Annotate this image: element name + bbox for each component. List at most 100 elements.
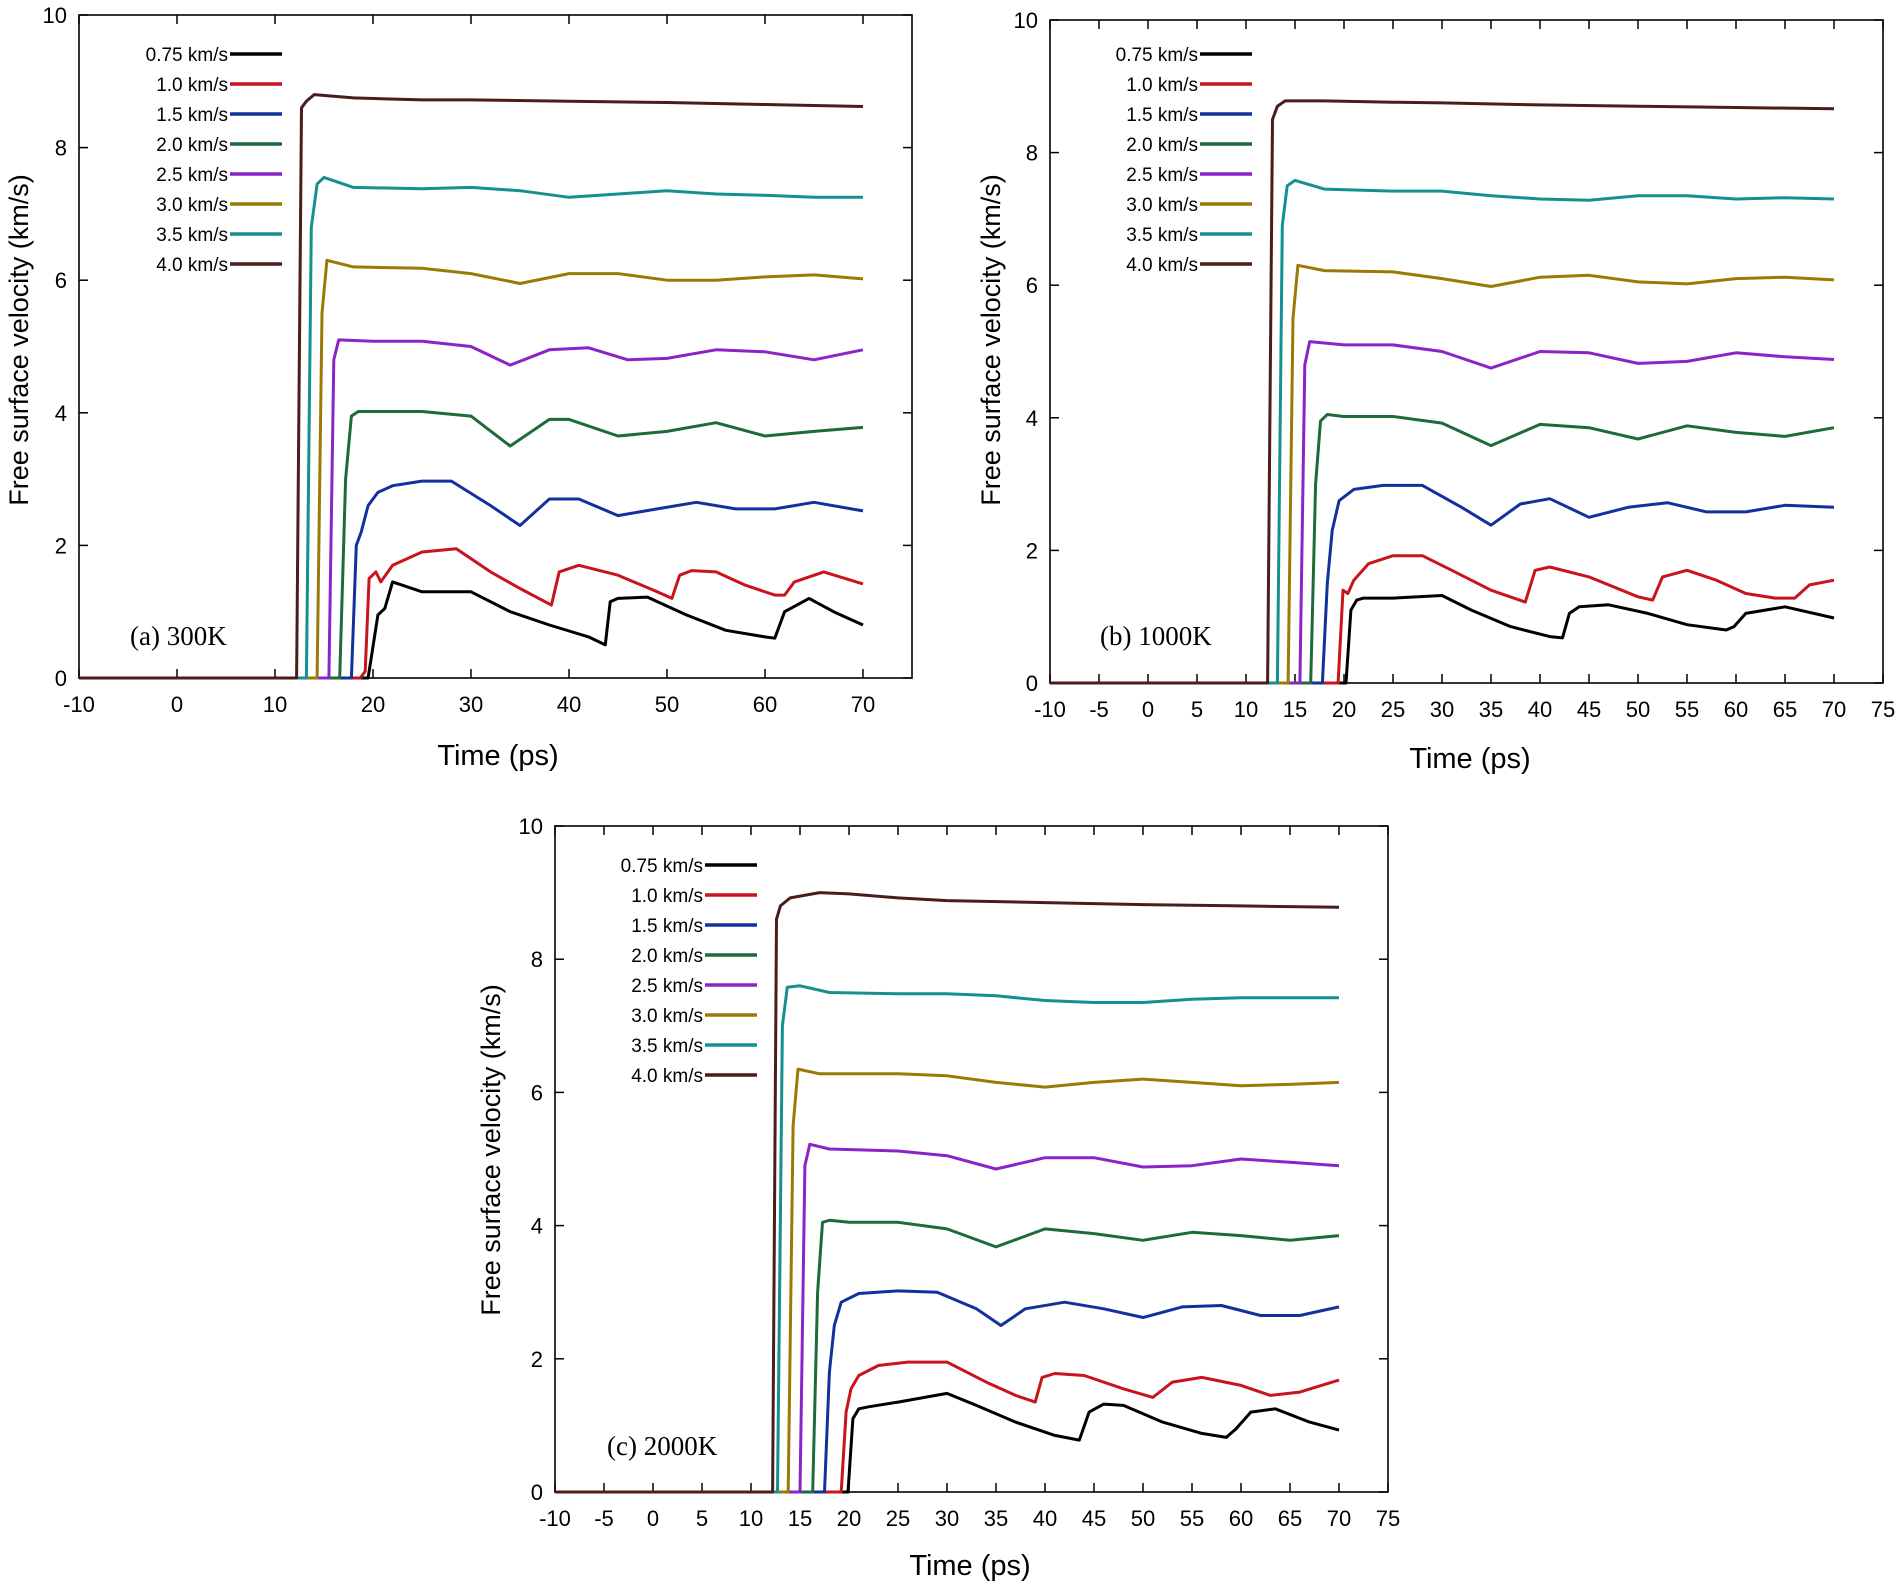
panel-a-series-line-35 <box>79 175 863 680</box>
panel-b-x-tick-label: 50 <box>1626 697 1650 722</box>
panel-c-x-tick-label: 10 <box>739 1506 763 1531</box>
panel-c-chart: Free surface velocity (km/s) Time (ps) (… <box>476 814 1400 1582</box>
panel-a-y-tick-label: 10 <box>43 3 67 28</box>
panel-a-x-tick-label: 40 <box>557 692 581 717</box>
panel-c-x-axis-label: Time (ps) <box>909 1550 1030 1582</box>
panel-c-y-tick-label: 10 <box>519 814 543 839</box>
panel-b-x-tick-label: 15 <box>1283 697 1307 722</box>
panel-c-x-tick-label: 40 <box>1033 1506 1057 1531</box>
panel-b-legend-label: 3.5 km/s <box>1126 225 1198 246</box>
panel-a-x-tick-label: 70 <box>851 692 875 717</box>
panel-c-y-tick-label: 2 <box>531 1347 543 1372</box>
panel-c-y-tick-label: 4 <box>531 1214 543 1239</box>
panel-b-x-tick-label: 30 <box>1430 697 1454 722</box>
panel-a-chart: Free surface velocity (km/s) Time (ps) (… <box>4 3 913 772</box>
panel-c-series-line-20 <box>555 1218 1340 1494</box>
panel-c-y-tick-label: 8 <box>531 947 543 972</box>
panel-c-legend-label: 1.5 km/s <box>631 916 703 937</box>
panel-c-label: (c) 2000K <box>607 1431 718 1461</box>
panel-c-x-tick-label: 50 <box>1131 1506 1155 1531</box>
panel-c-series-line-25 <box>555 1142 1340 1494</box>
panel-a-y-tick-label: 6 <box>55 268 67 293</box>
panel-b-y-tick-label: 0 <box>1026 671 1038 696</box>
panel-c-x-tick-label: 20 <box>837 1506 861 1531</box>
panel-c-y-tick-label: 0 <box>531 1480 543 1505</box>
panel-b-series-line-35 <box>1050 178 1835 685</box>
panel-a-x-tick-label: 60 <box>753 692 777 717</box>
panel-c-series-line-40 <box>555 891 1340 1494</box>
panel-a-x-tick-label: 0 <box>171 692 183 717</box>
panel-b-x-tick-label: 60 <box>1724 697 1748 722</box>
panel-a-legend-label: 3.0 km/s <box>156 195 228 216</box>
panel-c-series-line-30 <box>555 1067 1340 1494</box>
panel-b-x-tick-label: 0 <box>1142 697 1154 722</box>
panel-c-legend-label: 3.5 km/s <box>631 1036 703 1057</box>
panel-b-y-tick-label: 4 <box>1026 406 1038 431</box>
panel-b-y-tick-label: 6 <box>1026 273 1038 298</box>
panel-a-legend-label: 4.0 km/s <box>156 255 228 276</box>
panel-b-x-tick-label: 70 <box>1822 697 1846 722</box>
panel-b-series-line-15 <box>1050 483 1835 685</box>
panel-c-x-tick-label: 15 <box>788 1506 812 1531</box>
panel-b-series-line-10 <box>1050 554 1835 685</box>
panel-a-series-line-40 <box>79 93 864 680</box>
panel-b-label: (b) 1000K <box>1100 621 1212 651</box>
panel-a-x-tick-label: 30 <box>459 692 483 717</box>
panel-b-x-axis-label: Time (ps) <box>1409 743 1530 775</box>
panel-b-y-tick-label: 2 <box>1026 538 1038 563</box>
panel-a-y-axis-label: Free surface velocity (km/s) <box>4 174 34 506</box>
panel-a-legend-label: 2.0 km/s <box>156 135 228 156</box>
panel-b-x-tick-label: 20 <box>1332 697 1356 722</box>
panel-b-x-tick-label: 10 <box>1234 697 1258 722</box>
panel-a-x-tick-label: -10 <box>63 692 95 717</box>
panel-b-x-tick-label: 35 <box>1479 697 1503 722</box>
panel-b-x-tick-label: -10 <box>1034 697 1066 722</box>
panel-c-x-tick-label: 60 <box>1229 1506 1253 1531</box>
panel-c-legend-label: 4.0 km/s <box>631 1066 703 1087</box>
panel-a-series-line-20 <box>79 410 864 680</box>
panel-b-legend-label: 1.5 km/s <box>1126 105 1198 126</box>
panel-a-legend-label: 1.5 km/s <box>156 105 228 126</box>
panel-b-legend-label: 3.0 km/s <box>1126 195 1198 216</box>
panel-a-series-line-10 <box>79 547 864 680</box>
panel-c-y-axis-label: Free surface velocity (km/s) <box>476 984 506 1316</box>
panel-b-series-line-30 <box>1050 263 1835 685</box>
panel-a-x-tick-label: 20 <box>361 692 385 717</box>
panel-b-x-tick-label: 55 <box>1675 697 1699 722</box>
panel-c-x-tick-label: 0 <box>647 1506 659 1531</box>
panel-a-legend-label: 0.75 km/s <box>146 45 228 66</box>
panel-b-chart: Free surface velocity (km/s) Time (ps) (… <box>976 8 1895 775</box>
panel-c-plot-frame <box>554 825 1389 1493</box>
panel-c-x-tick-label: 25 <box>886 1506 910 1531</box>
panel-b-legend-label: 4.0 km/s <box>1126 255 1198 276</box>
panel-c-x-tick-label: 30 <box>935 1506 959 1531</box>
panel-c-series-line-15 <box>555 1289 1340 1494</box>
panel-b-series-line-25 <box>1050 340 1835 685</box>
panel-c-legend-label: 2.0 km/s <box>631 946 703 967</box>
panel-c-x-tick-label: 45 <box>1082 1506 1106 1531</box>
panel-c-legend-label: 0.75 km/s <box>621 856 703 877</box>
panel-a-y-tick-label: 4 <box>55 401 67 426</box>
panel-b-legend-label: 1.0 km/s <box>1126 75 1198 96</box>
panel-a-y-tick-label: 2 <box>55 533 67 558</box>
panel-a-x-tick-label: 10 <box>263 692 287 717</box>
panel-b-x-tick-label: 75 <box>1871 697 1895 722</box>
panel-a-legend-label: 2.5 km/s <box>156 165 228 186</box>
panel-a-y-tick-label: 8 <box>55 136 67 161</box>
panel-b-series-line-075 <box>1050 594 1835 685</box>
panel-b-series-line-20 <box>1050 413 1835 685</box>
panel-a-series-line-30 <box>79 258 864 680</box>
panel-c-legend-label: 3.0 km/s <box>631 1006 703 1027</box>
panel-c-legend-label: 1.0 km/s <box>631 886 703 907</box>
panel-c-x-tick-label: 70 <box>1327 1506 1351 1531</box>
panel-a-series-line-25 <box>79 338 864 680</box>
panel-b-x-tick-label: 45 <box>1577 697 1601 722</box>
panel-b-legend-label: 0.75 km/s <box>1116 45 1198 66</box>
panel-c-x-tick-label: 75 <box>1376 1506 1400 1531</box>
panel-c-x-tick-label: 35 <box>984 1506 1008 1531</box>
panel-a-legend-label: 1.0 km/s <box>156 75 228 96</box>
panel-b-series-line-40 <box>1050 99 1835 685</box>
panel-a-plot-frame <box>78 14 913 679</box>
